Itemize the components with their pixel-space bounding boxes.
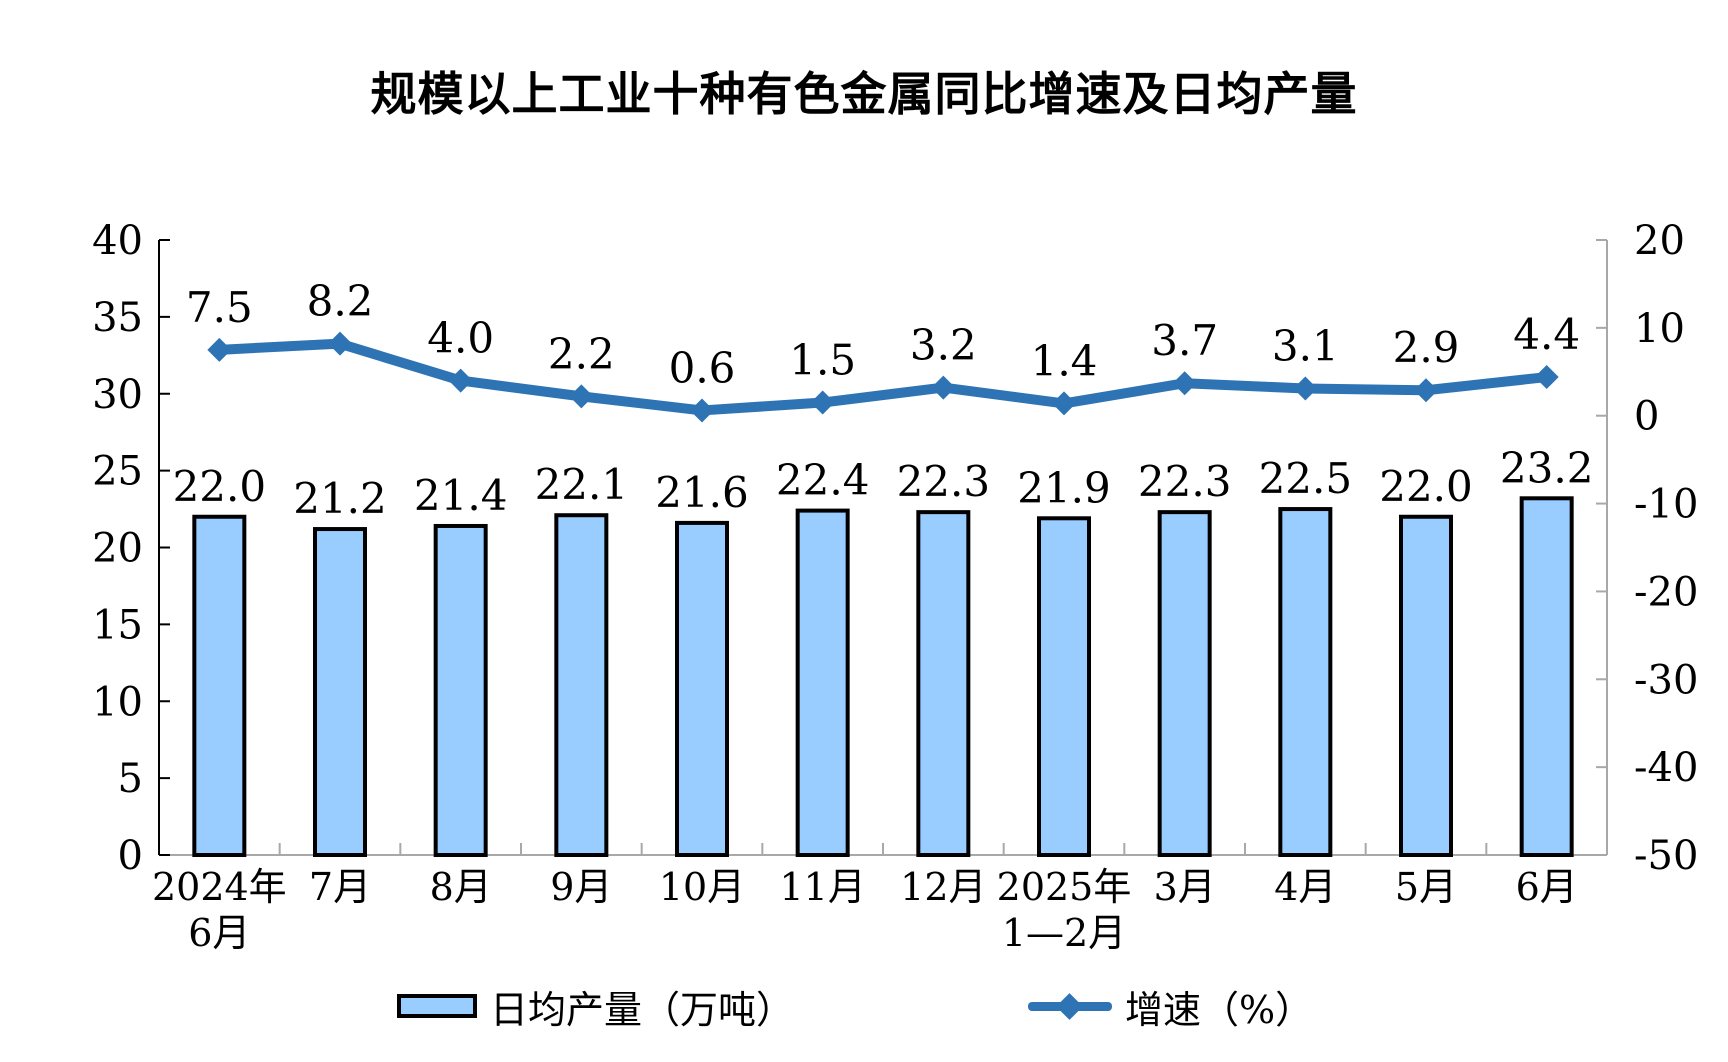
line-marker (690, 398, 714, 423)
line-marker (1052, 391, 1076, 416)
legend-item-daily-output: 日均产量（万吨） (397, 985, 794, 1032)
x-axis-label: 11月 (779, 865, 865, 909)
right-axis-tick-label: -40 (1634, 745, 1698, 791)
right-axis-tick-label: -20 (1634, 569, 1698, 615)
bar (1157, 510, 1212, 857)
line-marker (810, 390, 835, 415)
line-swatch-icon (1028, 992, 1112, 1020)
left-axis-tick-label: 0 (118, 833, 143, 879)
line-value-label: 7.5 (186, 283, 253, 332)
bar (1278, 507, 1333, 857)
legend-label-daily-output: 日均产量（万吨） (490, 987, 795, 1032)
line-value-label: 1.5 (789, 336, 856, 385)
right-axis-tick-label: 20 (1634, 218, 1685, 264)
diamond-marker-icon (1056, 992, 1083, 1020)
line-value-label: 2.2 (548, 329, 615, 378)
x-axis-label: 1—2月 (1002, 911, 1126, 955)
line-value-label: 3.2 (910, 321, 977, 370)
left-axis-tick-label: 20 (92, 526, 143, 572)
bar (313, 527, 367, 857)
line-value-label: 8.2 (307, 277, 374, 326)
bar (916, 510, 971, 857)
left-axis-tick-label: 15 (92, 602, 143, 648)
line-value-label: 2.9 (1393, 323, 1460, 372)
right-axis-tick-label: -10 (1634, 482, 1698, 528)
line-value-label: 3.7 (1151, 316, 1218, 365)
bar (1399, 514, 1453, 857)
left-axis-tick-label: 30 (92, 372, 143, 418)
line-marker (931, 375, 956, 400)
x-axis-label: 2024年 (152, 865, 287, 909)
right-axis-tick-label: 0 (1634, 394, 1659, 440)
x-axis-label: 12月 (900, 865, 986, 909)
bar-value-label: 22.3 (897, 457, 991, 506)
line-marker (569, 384, 594, 409)
x-axis-label: 3月 (1154, 865, 1216, 909)
bar-value-label: 22.3 (1138, 457, 1232, 506)
bar-value-label: 21.2 (293, 474, 387, 523)
bar-value-label: 22.4 (776, 456, 870, 505)
x-axis-label: 4月 (1274, 865, 1336, 909)
x-axis-label: 9月 (550, 865, 612, 909)
line-marker (448, 368, 473, 393)
line-marker (1293, 376, 1318, 401)
line-value-label: 1.4 (1031, 336, 1098, 385)
bar-value-label: 22.0 (1379, 462, 1473, 511)
bar (192, 514, 247, 857)
bar-value-label: 21.6 (655, 468, 749, 517)
line-value-label: 3.1 (1272, 321, 1339, 370)
left-axis-tick-label: 5 (118, 756, 143, 802)
bar-value-label: 21.4 (414, 471, 508, 520)
line-marker (328, 331, 352, 356)
left-axis-tick-label: 25 (92, 449, 143, 495)
legend-item-growth-rate: 增速（%） (1028, 985, 1313, 1032)
bar (1037, 516, 1091, 857)
x-axis-label: 8月 (430, 865, 492, 909)
bar-value-label: 22.5 (1259, 454, 1353, 503)
line-marker (1172, 371, 1197, 396)
line-marker (207, 337, 232, 362)
x-axis-label: 5月 (1395, 865, 1457, 909)
line-value-label: 0.6 (669, 343, 736, 392)
bar-value-label: 22.1 (535, 460, 629, 509)
x-axis-label: 6月 (1516, 865, 1578, 909)
growth-line (214, 338, 1552, 416)
left-axis-tick-label: 40 (92, 218, 143, 264)
line-marker (1414, 378, 1438, 403)
line-value-label: 4.0 (427, 314, 494, 363)
bar (675, 520, 729, 858)
chart-title: 规模以上工业十种有色金属同比增速及日均产量 (370, 67, 1358, 121)
bar-value-label: 23.2 (1500, 443, 1594, 492)
line-marker (1534, 365, 1559, 390)
x-axis-label: 2025年 (997, 865, 1132, 909)
bar (795, 508, 850, 857)
left-axis-tick-label: 10 (92, 679, 143, 725)
line-value-label: 4.4 (1513, 310, 1580, 359)
x-axis-label: 10月 (659, 865, 745, 909)
left-axis-tick-label: 35 (92, 295, 143, 341)
bar (433, 523, 488, 857)
right-axis-tick-label: 10 (1634, 306, 1685, 352)
bar (1519, 496, 1574, 857)
right-axis-tick-label: -50 (1634, 833, 1698, 879)
x-axis-label: 6月 (188, 911, 250, 955)
bar-value-label: 22.0 (173, 462, 267, 511)
bar (554, 513, 609, 858)
bar-swatch-icon (397, 994, 477, 1018)
right-axis-tick-label: -30 (1634, 657, 1698, 703)
bar-value-label: 21.9 (1017, 463, 1111, 512)
legend-label-growth-rate: 增速（%） (1125, 987, 1314, 1032)
x-axis-label: 7月 (309, 865, 371, 909)
